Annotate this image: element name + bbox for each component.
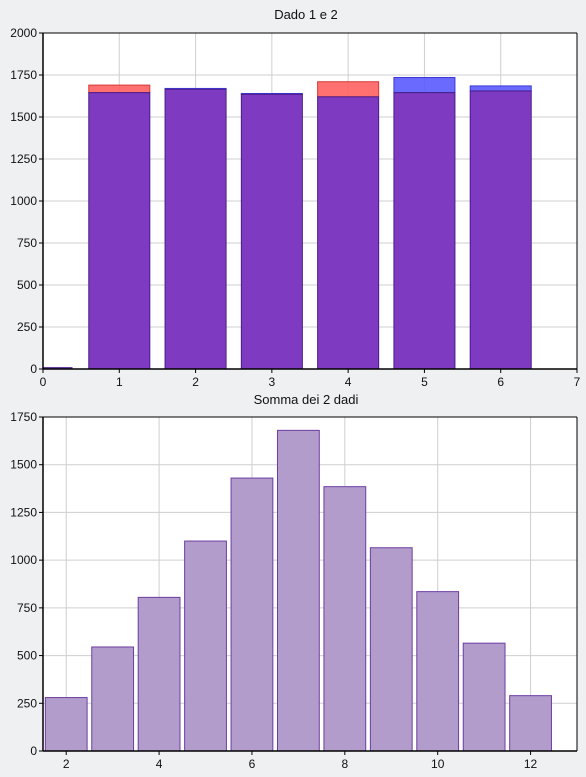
y-tick-label: 1750: [10, 410, 37, 424]
bar: [88, 92, 151, 370]
chart-title: Somma dei 2 dadi: [254, 392, 359, 407]
bars: [42, 77, 532, 370]
y-tick-label: 1000: [10, 194, 37, 208]
bar-difference: [393, 77, 456, 94]
bar: [369, 547, 413, 752]
x-tick-label: 6: [497, 375, 504, 388]
x-tick-label: 4: [345, 375, 352, 388]
sum-chart-panel: Somma dei 2 dadi 0 250 500 750 1000 1250 1500 1…: [0, 389, 586, 777]
x-tick-label: 1: [116, 375, 123, 388]
x-tick-label: 3: [269, 375, 276, 388]
y-tick-label: 2000: [10, 26, 37, 40]
y-tick-label: 1250: [10, 152, 37, 166]
bar: [276, 429, 320, 752]
x-tick-label: 8: [341, 757, 348, 771]
x-tick-label: 10: [431, 757, 445, 771]
bar-difference: [469, 85, 532, 92]
bar: [323, 486, 367, 752]
bar: [416, 591, 460, 752]
x-tick-label: 12: [524, 757, 538, 771]
y-tick-label: 750: [17, 601, 37, 615]
bar-difference: [88, 84, 151, 94]
x-tick-label: 6: [249, 757, 256, 771]
y-tick-label: 1250: [10, 505, 37, 519]
dice-chart-panel: Dado 1 e 2 0 250 500 750 1000 1250 1500 1750 200…: [0, 0, 586, 388]
y-tick-label: 500: [17, 278, 37, 292]
bar: [184, 540, 227, 752]
bar: [137, 596, 181, 752]
x-tick-label: 7: [574, 375, 581, 388]
bar: [230, 477, 274, 752]
y-tick-label: 250: [17, 696, 37, 710]
y-tick-label: 0: [30, 744, 37, 758]
y-tick-label: 1500: [10, 458, 37, 472]
bar: [44, 697, 88, 752]
y-tick-label: 0: [30, 362, 37, 376]
x-tick-label: 4: [156, 757, 163, 771]
dice-histogram-chart: Dado 1 e 2 02505007501000125015001750200…: [0, 0, 586, 388]
bar: [462, 642, 506, 752]
y-tick-label: 1750: [10, 68, 37, 82]
y-tick-label: 1000: [10, 553, 37, 567]
plot-area: 0 250 500 750 1000 1250 1500 1750 2000 0 1 2 3 4 5 6 7: [10, 26, 580, 388]
x-tick-label: 2: [63, 757, 70, 771]
plot-area: 0 250 500 750 1000 1250 1500 1750 2 4 6 8 10 12: [10, 410, 578, 771]
x-tick-label: 0: [40, 375, 47, 388]
bar: [91, 646, 135, 752]
y-tick-label: 250: [17, 320, 37, 334]
chart-title: Dado 1 e 2: [274, 7, 338, 22]
bar: [469, 90, 532, 370]
bar-difference: [317, 81, 380, 98]
x-tick-label: 2: [192, 375, 199, 388]
bar: [509, 695, 552, 752]
bar: [164, 88, 227, 370]
sum-histogram-chart: Somma dei 2 dadi 0 250 500 750 1000 1250 1500 1…: [0, 389, 586, 777]
bar: [240, 93, 303, 370]
y-tick-label: 500: [17, 649, 37, 663]
bar: [317, 96, 380, 370]
y-tick-label: 1500: [10, 110, 37, 124]
bars: [44, 429, 552, 752]
y-tick-label: 750: [17, 236, 37, 250]
bar: [393, 92, 456, 370]
x-tick-label: 5: [421, 375, 428, 388]
